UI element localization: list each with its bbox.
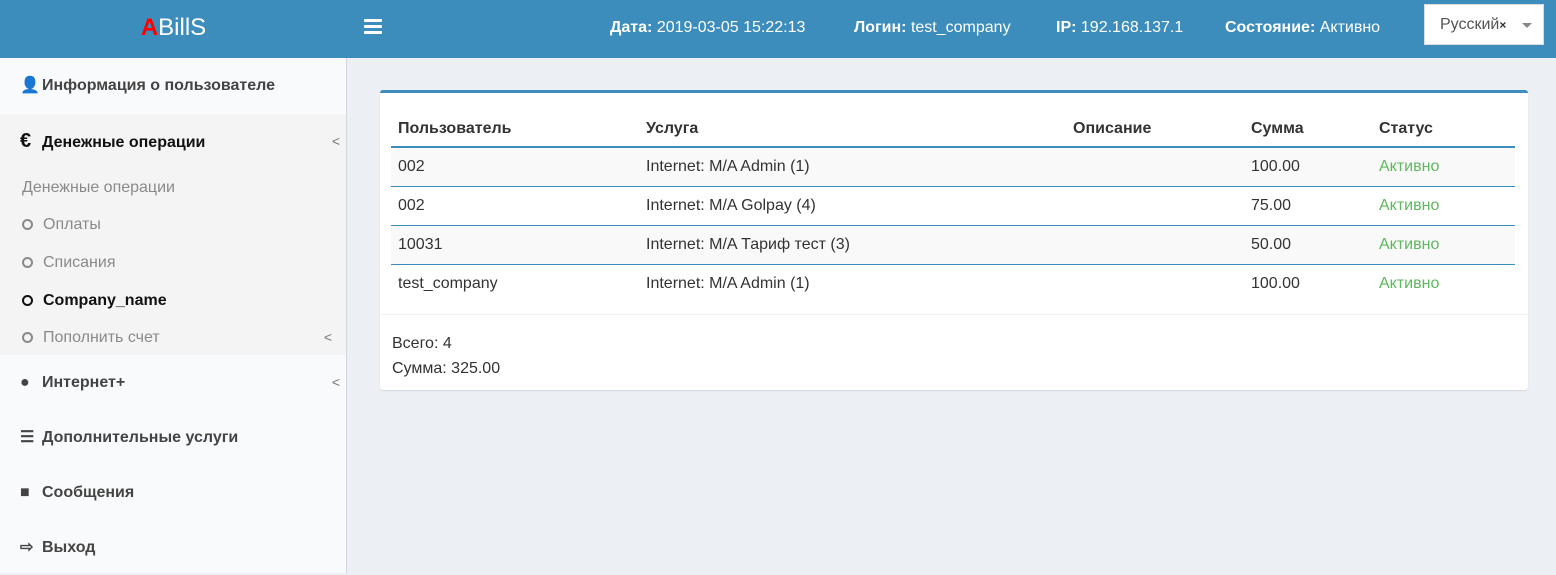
table-cell: 50.00 bbox=[1244, 225, 1372, 265]
logo[interactable]: ABillS bbox=[140, 14, 207, 41]
sign-out-icon: ⇨ bbox=[20, 539, 34, 556]
circle-icon bbox=[22, 257, 33, 268]
table-row[interactable]: test_company Internet: M/A Admin (1) 100.0… bbox=[391, 264, 1515, 303]
user-icon: 👤 bbox=[20, 77, 40, 94]
chevron-left-icon: < bbox=[331, 374, 340, 390]
circle-icon bbox=[22, 295, 33, 306]
table-cell: 75.00 bbox=[1244, 186, 1372, 226]
operations-box: Пользователь Услуга Описание Сумма Стату… bbox=[380, 90, 1528, 390]
sidebar-item-logout[interactable]: ⇨ Выход bbox=[0, 520, 346, 575]
table-cell: Активно bbox=[1372, 147, 1515, 187]
table-cell: Internet: M/A Admin (1) bbox=[639, 147, 1066, 187]
circle-icon bbox=[22, 332, 33, 343]
circle-icon bbox=[22, 219, 33, 230]
ip-info: IP: 192.168.137.1 bbox=[1056, 19, 1184, 36]
table-cell: 002 bbox=[391, 186, 639, 226]
sidebar-item-money[interactable]: € Денежные операции < bbox=[0, 114, 346, 169]
submenu-item-payments[interactable]: Оплаты bbox=[22, 216, 101, 234]
sidebar: 👤 Информация о пользователе € Денежные опе… bbox=[0, 58, 347, 573]
column-header[interactable]: Описание bbox=[1066, 111, 1244, 148]
column-header[interactable]: Сумма bbox=[1244, 111, 1372, 148]
table-header: Пользователь Услуга Описание Сумма Стату… bbox=[391, 111, 1515, 148]
sidebar-item-extra[interactable]: ☰ Дополнительные услуги bbox=[0, 410, 346, 465]
table-cell bbox=[1066, 186, 1244, 226]
caret-down-icon bbox=[1522, 23, 1532, 28]
submenu-item-topup[interactable]: Пополнить счет < bbox=[22, 329, 332, 347]
column-header[interactable]: Пользователь bbox=[391, 111, 639, 148]
table-cell: 002 bbox=[391, 147, 639, 187]
table-summary: Всего: 4 Сумма: 325.00 bbox=[380, 314, 1528, 397]
table-row[interactable]: 002 Internet: M/A Admin (1) 100.00 Активно bbox=[391, 147, 1515, 187]
table-cell: Активно bbox=[1379, 274, 1440, 292]
submenu-header: Денежные операции bbox=[22, 179, 175, 196]
table-row[interactable]: 002 Internet: M/A Golpay (4) 75.00 Активно bbox=[391, 186, 1515, 226]
list-icon: ☰ bbox=[20, 429, 35, 446]
column-header[interactable]: Статус bbox=[1372, 111, 1515, 148]
circle-icon: ● bbox=[20, 374, 30, 391]
table-cell: Активно bbox=[1372, 225, 1515, 265]
table-cell: Internet: M/A Golpay (4) bbox=[639, 186, 1066, 226]
table-cell: 10031 bbox=[391, 225, 639, 265]
language-select[interactable]: Русский× bbox=[1424, 4, 1544, 45]
total-sum: Сумма: 325.00 bbox=[392, 360, 501, 377]
table-cell: test_company bbox=[398, 274, 498, 292]
sidebar-item-internet[interactable]: ● Интернет+ < bbox=[0, 355, 346, 410]
table-cell bbox=[1066, 225, 1244, 265]
clear-icon[interactable]: × bbox=[1499, 18, 1507, 32]
submenu-item-company[interactable]: Company_name bbox=[22, 292, 167, 310]
state-info: Состояние: Активно bbox=[1225, 19, 1381, 36]
chevron-left-icon: < bbox=[323, 329, 332, 345]
sidebar-item-messages[interactable]: ■ Сообщения bbox=[0, 465, 346, 520]
table-cell bbox=[1066, 264, 1244, 303]
table-cell: Internet: M/A Тариф тест (3) bbox=[639, 225, 1066, 265]
menu-toggle-icon[interactable] bbox=[364, 19, 382, 35]
table-cell: Активно bbox=[1372, 186, 1515, 226]
table-cell bbox=[1066, 147, 1244, 187]
login-info: Логин: test_company bbox=[854, 19, 1011, 36]
top-bar: ABillS Дата: 2019-03-05 15:22:13 Логин: … bbox=[0, 0, 1556, 58]
comment-icon: ■ bbox=[20, 484, 30, 501]
money-group: € Денежные операции < Денежные операции Оп… bbox=[0, 114, 346, 355]
table-cell: Internet: M/A Admin (1) bbox=[646, 274, 810, 292]
total-count: Всего: 4 bbox=[392, 335, 452, 352]
euro-icon: € bbox=[20, 130, 32, 152]
chevron-left-icon: < bbox=[331, 133, 340, 149]
sidebar-item-user-info[interactable]: 👤 Информация о пользователе bbox=[0, 58, 346, 113]
operations-table: Пользователь Услуга Описание Сумма Стату… bbox=[391, 111, 1515, 303]
column-header[interactable]: Услуга bbox=[639, 111, 1066, 148]
table-row[interactable]: 10031 Internet: M/A Тариф тест (3) 50.00 Ак… bbox=[391, 225, 1515, 265]
table-cell: 100.00 bbox=[1251, 274, 1300, 292]
table-cell: 100.00 bbox=[1244, 147, 1372, 187]
date-info: Дата: 2019-03-05 15:22:13 bbox=[610, 19, 806, 36]
submenu-item-charges[interactable]: Списания bbox=[22, 254, 116, 272]
